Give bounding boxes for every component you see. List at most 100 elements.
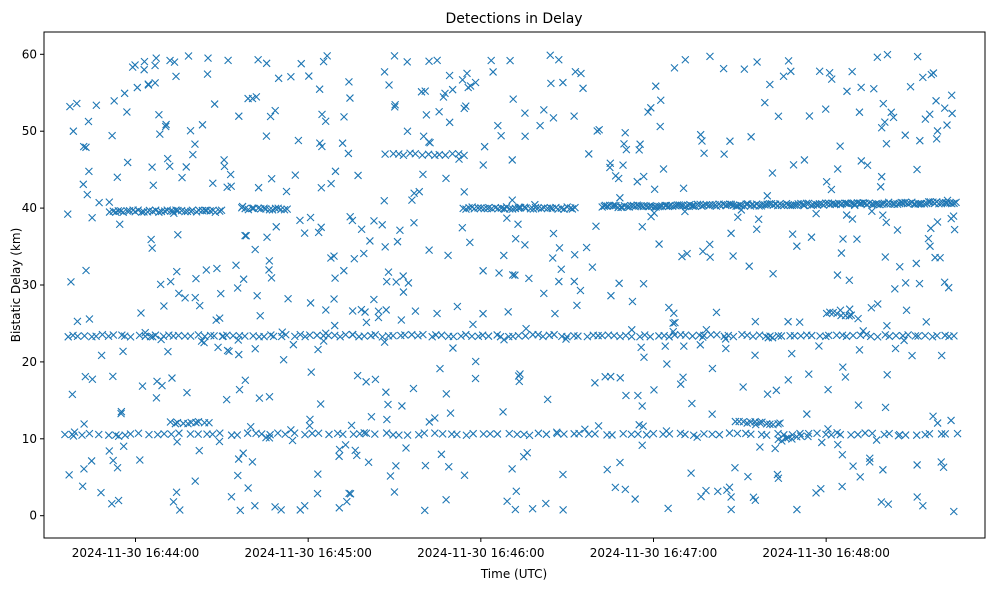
track-point-track-10km [153,430,162,439]
scatter-point [559,78,567,87]
scatter-point [687,399,696,408]
track-point-track-40km-long [875,200,884,209]
scatter-point [157,335,166,344]
scatter-point [570,277,579,286]
scatter-point [374,313,383,322]
scatter-point [763,390,772,399]
track-point-track-40km-2 [526,204,535,213]
scatter-point [493,121,502,130]
scatter-point [182,163,191,171]
scatter-point [80,420,89,428]
scatter-point [366,237,374,245]
scatter-point [926,242,934,251]
scatter-point [539,289,548,298]
scatter-point [433,56,442,65]
scatter-point [417,87,426,96]
scatter-point [807,233,816,242]
scatter-point [435,107,444,116]
scatter-point [220,162,229,171]
track-point-track-10km [308,429,317,438]
track-point-track-10km [925,429,934,438]
track-point-track-26km [845,311,854,320]
scatter-point [708,364,717,373]
track-point-track-23km [807,331,816,340]
scatter-point [948,109,957,118]
scatter-point [155,110,163,119]
scatter-point [876,182,885,191]
scatter-point [147,235,156,244]
scatter-point [184,52,193,60]
track-point-track-23km [431,331,440,339]
x-axis: 2024-11-30 16:44:00 2024-11-30 16:45:00 20… [72,538,890,560]
scatter-point [357,305,366,314]
scatter-point [66,102,74,111]
scatter-point [511,271,519,280]
track-point-track-47km [399,151,408,160]
scatter-point [335,445,344,454]
scatter-point [932,96,940,105]
scatter-point [120,89,129,98]
scatter-point [141,328,150,337]
scatter-point [937,458,946,466]
scatter-point [582,243,591,252]
track-point-track-12km-b [731,417,740,426]
scatter-point [403,127,412,136]
scatter-point [216,289,225,298]
track-point-track-40km-early [181,207,189,216]
track-point-track-40km-long [697,202,706,210]
scatter-point [595,125,604,134]
scatter-point [304,72,313,80]
scatter-point [72,99,81,108]
scatter-point [555,243,564,252]
scatter-point [265,257,274,265]
scatter-point [461,102,470,111]
scatter-point [520,240,529,249]
scatter-point [827,185,836,194]
scatter-point [815,67,824,76]
scatter-point [263,233,271,242]
chart-title: Detections in Delay [445,11,582,27]
track-point-track-10km [462,431,471,440]
scatter-point [364,458,373,467]
track-point-track-40km-long [727,200,736,209]
scatter-point [191,477,200,485]
scatter-point [234,455,243,463]
scatter-point [331,167,340,176]
scatter-point [521,109,529,118]
scatter-point [208,179,217,188]
scatter-point [271,106,280,115]
scatter-point [822,177,831,186]
scatter-point [254,55,263,64]
scatter-point [81,372,90,381]
scatter-point [382,277,391,286]
scatter-point [638,222,647,231]
track-point-track-40km-2 [537,204,546,213]
scatter-point [937,351,946,360]
track-point-track-10km [619,429,628,438]
scatter-point [351,446,360,455]
scatter-point [419,170,427,179]
track-point-track-23km [269,332,278,341]
scatter-point [702,486,710,495]
scatter-point [65,470,74,479]
scatter-point [266,112,275,121]
scatter-point [719,64,728,73]
scatter-point [137,309,145,317]
track-point-track-10km [534,429,543,438]
track-point-track-40km-long [807,201,816,210]
track-point-track-23km [428,332,437,341]
scatter-point [720,150,729,159]
track-point-track-23km [260,332,268,341]
track-point-track-10km [676,429,685,438]
scatter-point [88,375,97,384]
scatter-point [841,373,850,381]
scatter-point [633,177,642,186]
track-point-track-23km [699,331,708,340]
scatter-point [784,375,793,384]
scatter-point [384,400,392,409]
scatter-point [522,324,530,333]
scatter-point [359,249,368,258]
scatter-point [650,385,658,394]
scatter-point [300,501,309,510]
scatter-point [345,77,353,86]
